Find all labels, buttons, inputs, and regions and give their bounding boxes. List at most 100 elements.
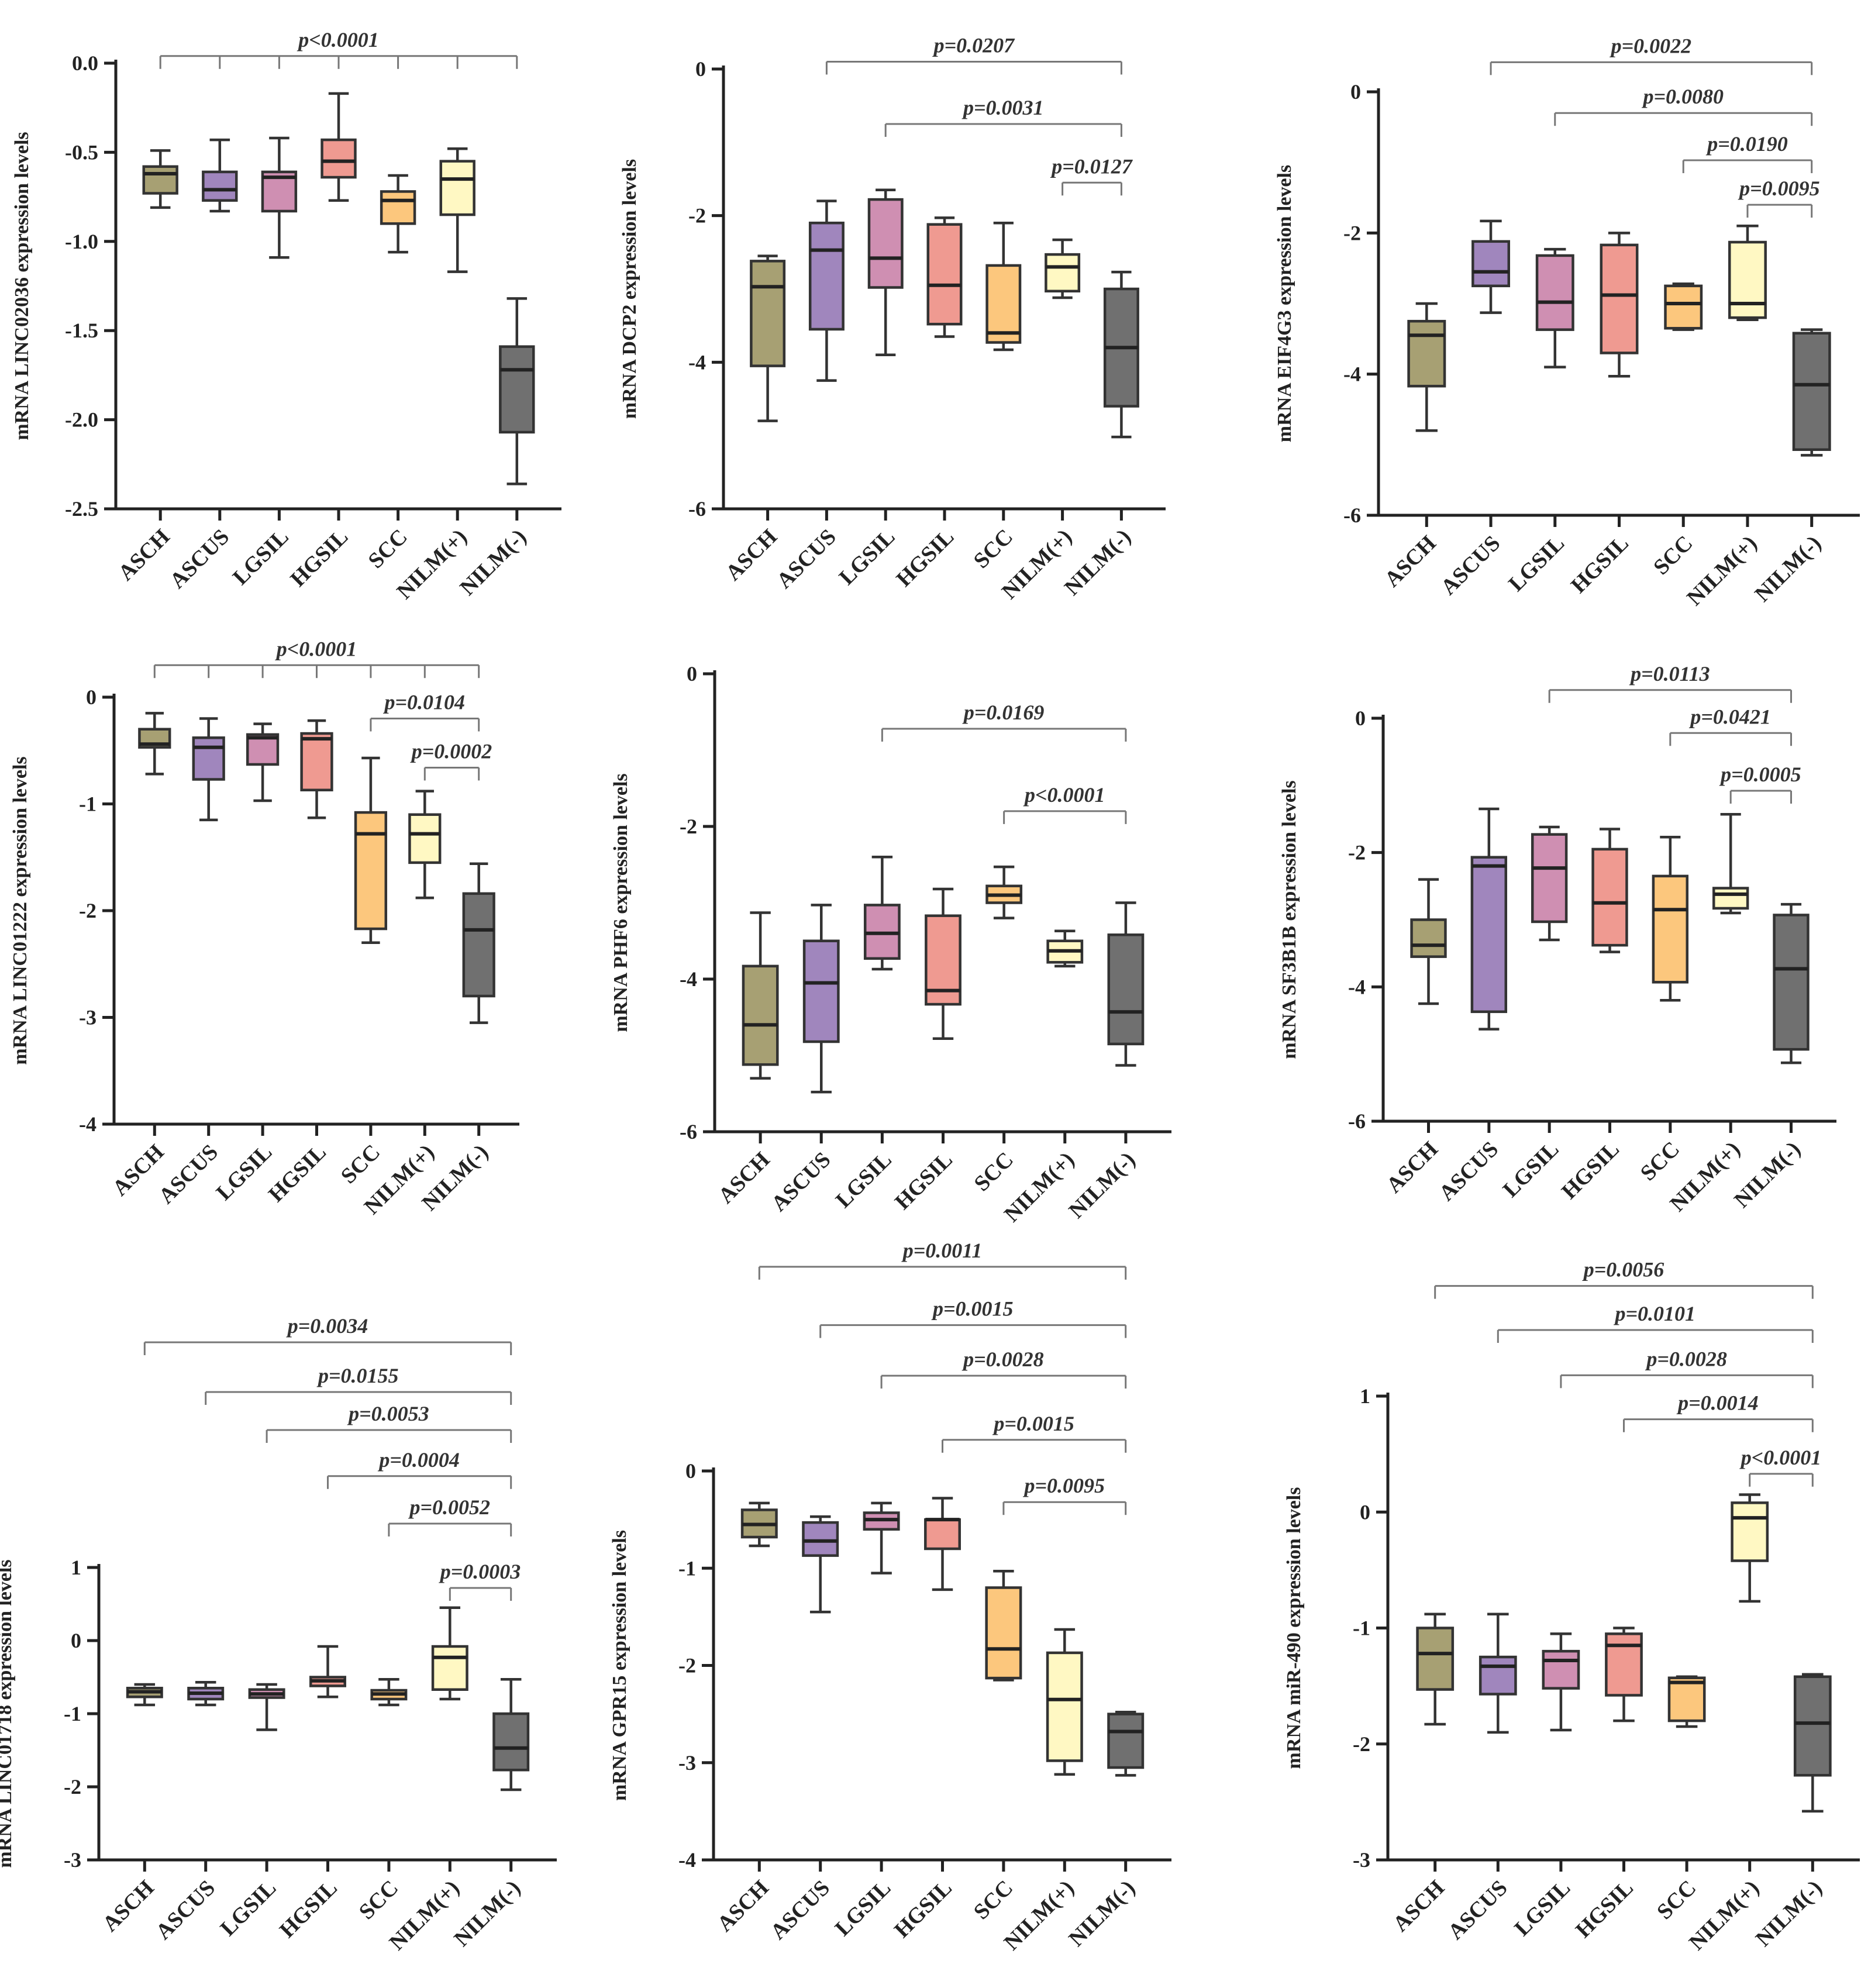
category-label-hgsil: HGSIL <box>275 1876 342 1943</box>
box-scc <box>1664 282 1703 331</box>
category-label-asch: ASCH <box>714 1148 774 1208</box>
iqr-box <box>1652 874 1689 984</box>
iqr-box <box>985 1586 1022 1680</box>
category-label-hgsil: HGSIL <box>286 525 353 592</box>
significance-bracket: p=0.0080 <box>1554 85 1813 126</box>
p-value-label: p<0.0001 <box>297 28 379 51</box>
box-lgsil <box>1542 1632 1580 1732</box>
panel-6: -6 -4 -2 0 mRNA SF3B1B expression levels ASCH… <box>1278 662 1836 1217</box>
panel-8: -4 -3 -2 -1 0 mRNA GPR15 expression levels ASC… <box>609 1239 1171 1955</box>
box-ascus <box>802 904 840 1094</box>
p-value-label: p=0.0080 <box>1641 85 1724 108</box>
p-value-label: p=0.0095 <box>1023 1474 1105 1497</box>
category-label-lgsil: LGSIL <box>1504 531 1569 597</box>
box-nilm <box>1773 902 1810 1064</box>
box-ascus <box>187 1681 225 1707</box>
box-scc <box>380 174 416 254</box>
iqr-box <box>142 165 178 195</box>
significance-bracket: p=0.0052 <box>388 1496 512 1536</box>
iqr-box <box>408 813 442 864</box>
box-hgsil <box>300 719 333 819</box>
box-nilm <box>1107 1711 1145 1777</box>
category-label-lgsil: LGSIL <box>1510 1876 1575 1941</box>
iqr-box <box>924 1518 961 1551</box>
category-label-ascus: ASCUS <box>1436 531 1505 600</box>
box-ascus <box>802 1515 839 1614</box>
p-value-label: p=0.0003 <box>439 1560 521 1583</box>
category-label-hgsil: HGSIL <box>892 525 959 592</box>
y-tick-label: 0 <box>86 685 97 709</box>
box-nilm <box>1731 1493 1769 1603</box>
y-axis-title: mRNA DCP2 expression levels <box>619 159 640 419</box>
category-label-nilm: NILM(-) <box>449 1876 525 1952</box>
category-label-lgsil: LGSIL <box>831 1148 897 1213</box>
p-value-label: p=0.0053 <box>347 1402 429 1425</box>
significance-bracket: p=0.0190 <box>1682 132 1813 174</box>
y-tick-label: -4 <box>678 1848 696 1872</box>
y-tick-label: 0 <box>687 662 697 685</box>
category-label-nilm: NILM(+) <box>1682 531 1762 611</box>
iqr-box <box>985 264 1022 344</box>
iqr-box <box>1793 1675 1832 1777</box>
category-label-hgsil: HGSIL <box>1566 531 1633 598</box>
significance-bracket: p<0.0001 <box>153 637 480 678</box>
box-scc <box>985 1569 1022 1682</box>
iqr-box <box>300 732 333 792</box>
y-tick-label: -4 <box>1343 363 1361 386</box>
box-ascus <box>808 199 845 382</box>
iqr-box <box>1664 284 1703 330</box>
category-label-asch: ASCH <box>98 1876 158 1937</box>
box-nilm <box>1103 270 1139 439</box>
box-scc <box>1667 1675 1706 1728</box>
iqr-box <box>1728 240 1767 319</box>
significance-bracket: p=0.0002 <box>410 739 492 781</box>
y-tick-label: -3 <box>79 1006 97 1029</box>
iqr-box <box>1792 332 1831 452</box>
box-nilm <box>1046 929 1084 968</box>
iqr-box <box>354 811 388 931</box>
category-label-scc: SCC <box>969 525 1018 573</box>
y-tick-label: -2 <box>1343 221 1361 244</box>
category-label-scc: SCC <box>1649 531 1697 580</box>
p-value-label: p<0.0001 <box>1023 783 1105 807</box>
iqr-box <box>246 733 280 766</box>
panel-4: -4 -3 -2 -1 0 mRNA LINC01222 expression level… <box>9 637 519 1219</box>
category-label-nilm: NILM(-) <box>1064 1148 1140 1224</box>
iqr-box <box>431 1645 468 1691</box>
y-tick-label: -6 <box>1348 1110 1366 1133</box>
category-label-nilm: NILM(-) <box>1060 525 1136 601</box>
category-label-nilm: NILM(+) <box>1684 1876 1764 1955</box>
y-tick-label: -3 <box>678 1751 696 1775</box>
category-label-hgsil: HGSIL <box>890 1876 957 1943</box>
category-label-lgsil: LGSIL <box>216 1876 281 1941</box>
category-label-lgsil: LGSIL <box>1498 1137 1564 1203</box>
box-nilm <box>462 862 495 1024</box>
iqr-box <box>1046 1651 1083 1762</box>
iqr-box <box>1471 240 1511 288</box>
p-value-label: p=0.0127 <box>1050 154 1133 178</box>
box-nilm <box>1045 238 1081 299</box>
box-ascus <box>1470 807 1508 1031</box>
iqr-box <box>802 939 840 1043</box>
box-asch <box>750 254 786 422</box>
iqr-box <box>1416 1627 1455 1691</box>
significance-bracket: p=0.0104 <box>370 691 480 732</box>
significance-bracket: p=0.0155 <box>205 1364 512 1405</box>
box-hgsil <box>926 216 963 338</box>
category-label-ascus: ASCUS <box>772 525 841 594</box>
significance-bracket: p=0.0031 <box>884 96 1122 137</box>
p-value-label: p=0.0002 <box>410 739 492 763</box>
category-label-ascus: ASCUS <box>154 1140 223 1209</box>
iqr-box <box>1667 1676 1706 1722</box>
box-lgsil <box>1535 247 1574 368</box>
box-asch <box>1407 302 1446 432</box>
y-tick-label: -4 <box>1348 975 1366 998</box>
box-ascus <box>202 138 238 213</box>
panel-3: -6 -4 -2 0 mRNA EIF4G3 expression levels ASCH… <box>1274 34 1860 611</box>
panel-9: -3 -2 -1 0 1 mRNA miR-490 expression levels AS… <box>1283 1258 1860 1955</box>
box-lgsil <box>1531 825 1568 942</box>
y-tick-label: 0 <box>1355 707 1366 730</box>
significance-bracket: p=0.0421 <box>1669 705 1792 746</box>
category-label-asch: ASCH <box>1388 1876 1449 1937</box>
